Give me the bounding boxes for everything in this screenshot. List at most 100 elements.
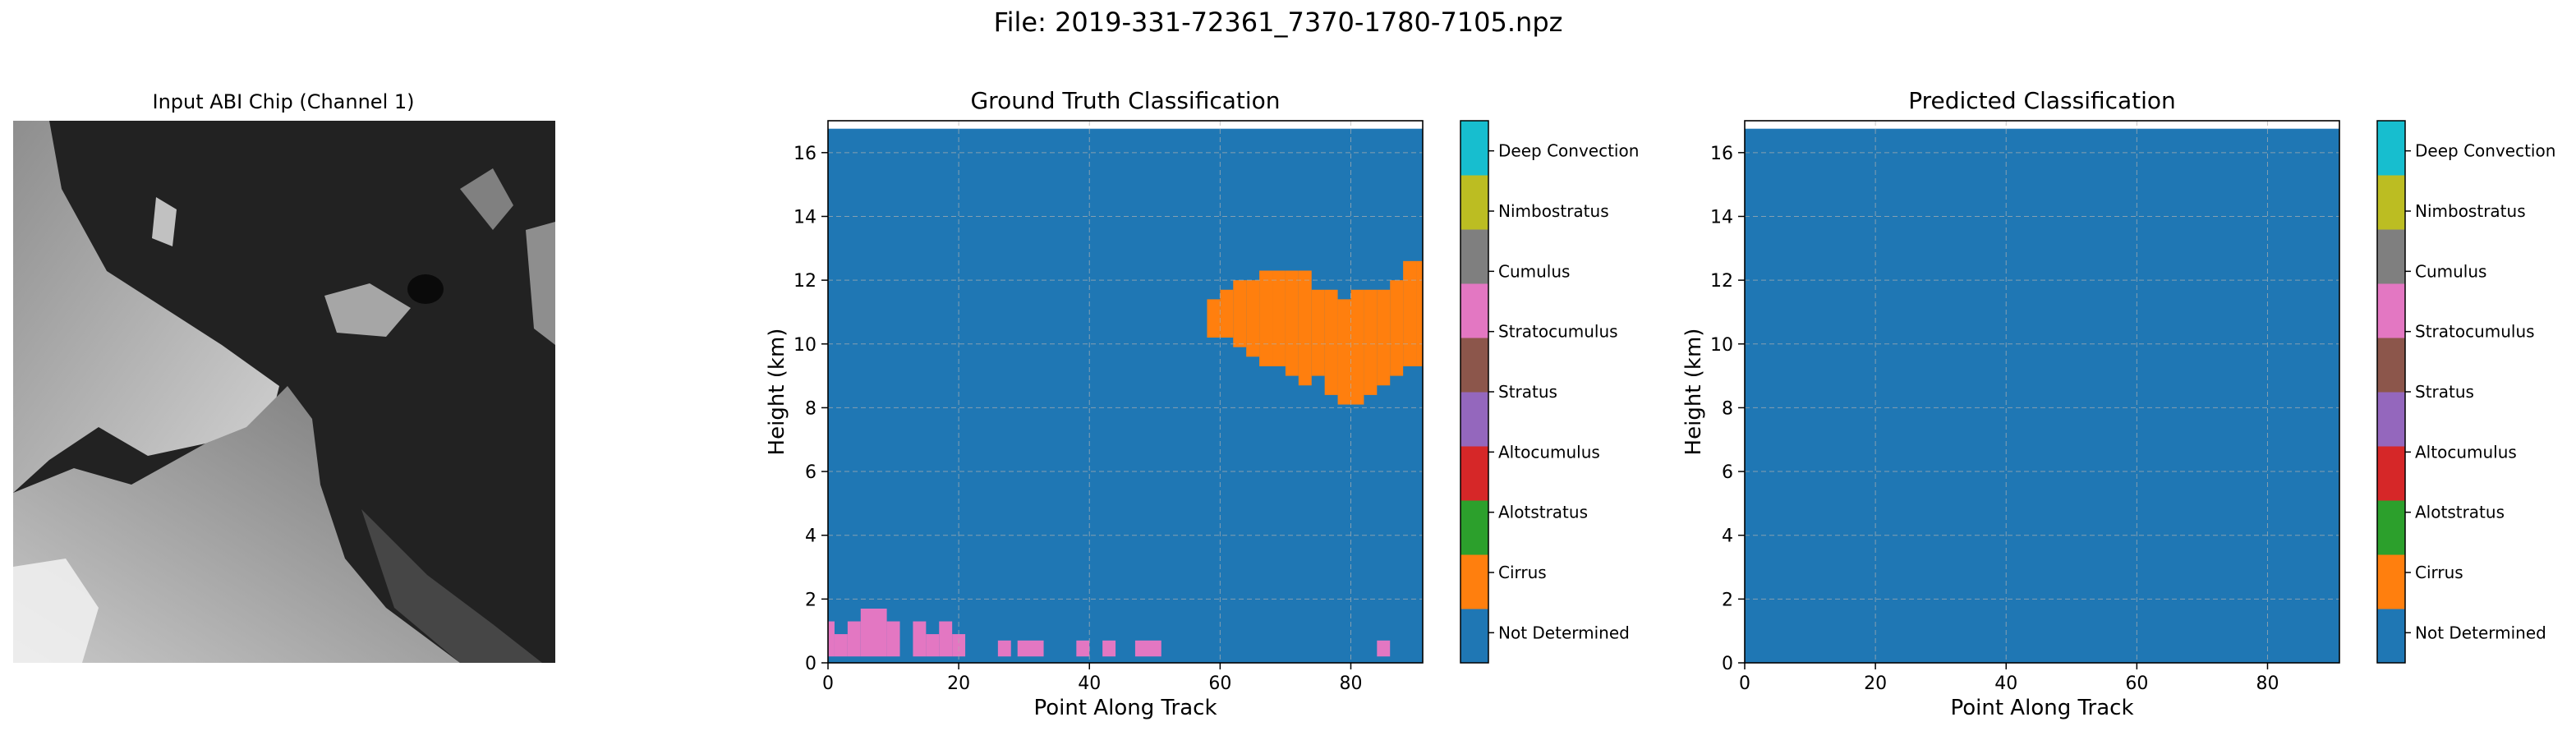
- pred-y-tick-label: 12: [1710, 271, 1733, 292]
- gt-cell-cirrus: [1416, 260, 1423, 366]
- gt-y-tick-label: 12: [794, 271, 816, 292]
- colorbar-tick-label: Stratus: [1498, 382, 1557, 402]
- pred-x-tick-label: 60: [2125, 674, 2148, 694]
- gt-y-tick-label: 6: [805, 462, 816, 483]
- gt-cell-cirrus: [1324, 289, 1338, 395]
- colorbar-segment: [2377, 554, 2405, 609]
- pred-x-tick-label: 80: [2256, 674, 2279, 694]
- pred-y-tick-label: 2: [1722, 590, 1733, 610]
- gt-plot-area: [827, 120, 1424, 664]
- pred-y-tick-label: 0: [1722, 654, 1733, 674]
- colorbar-tick-label: Cirrus: [2415, 563, 2463, 582]
- gt-axes-frame: [827, 120, 1424, 664]
- gt-y-tick-label: 2: [805, 590, 816, 610]
- colorbar-tick-label: Alotstratus: [2415, 503, 2505, 522]
- colorbar-segment: [1460, 175, 1488, 230]
- pred-y-tick-label: 16: [1710, 144, 1733, 164]
- gt-x-tick-label: 20: [947, 674, 970, 694]
- colorbar-segment: [2377, 500, 2405, 555]
- colorbar-tick-label: Not Determined: [2415, 623, 2546, 642]
- gt-cell-cirrus: [1350, 289, 1364, 405]
- gt-y-tick-label: 10: [794, 335, 816, 356]
- gt-cell-cirrus: [1364, 289, 1378, 395]
- gt-cell-cumulus: [828, 621, 835, 657]
- gt-cell-cirrus: [1311, 289, 1325, 376]
- colorbar-tick-label: Deep Convection: [2415, 141, 2555, 161]
- gt-cell-cirrus: [1390, 280, 1404, 376]
- colorbar-tick-label: Alotstratus: [1498, 503, 1588, 522]
- figure-suptitle: File: 2019-331-72361_7370-1780-7105.npz: [994, 7, 1563, 38]
- pred-colorbar: Not Determined Cirrus Alotstratus Altocumul…: [2376, 120, 2555, 664]
- gt-cell-cumulus: [847, 621, 861, 657]
- colorbar-tick-label: Stratocumulus: [1498, 322, 1618, 342]
- gt-x-tick-label: 60: [1208, 674, 1231, 694]
- gt-cell-cumulus: [1102, 640, 1116, 657]
- gt-cell-cumulus: [1017, 640, 1044, 657]
- gt-x-tick-label: 40: [1078, 674, 1101, 694]
- gt-x-tick-label: 80: [1339, 674, 1362, 694]
- colorbar-segment: [1460, 283, 1488, 338]
- gt-y-axis-label: Height (km): [765, 329, 789, 456]
- colorbar-segment: [2377, 229, 2405, 284]
- pred-y-tick-label: 4: [1722, 526, 1733, 547]
- colorbar-tick-label: Stratus: [2415, 382, 2474, 402]
- pred-y-axis-label: Height (km): [1681, 329, 1706, 456]
- gt-cell-cirrus: [1272, 270, 1286, 366]
- gt-cell-cirrus: [1233, 280, 1247, 347]
- colorbar-tick-label: Altocumulus: [1498, 442, 1600, 462]
- gt-chart-title: Ground Truth Classification: [970, 87, 1280, 114]
- gt-colorbar: Not Determined Cirrus Alotstratus Altocumul…: [1460, 120, 1639, 664]
- colorbar-segment: [2377, 609, 2405, 664]
- gt-y-tick-label: 16: [794, 144, 816, 164]
- gt-cell-cumulus: [913, 621, 927, 657]
- gt-cell-cirrus: [1377, 289, 1391, 386]
- gt-cell-cirrus: [1337, 299, 1351, 405]
- colorbar-tick-label: Stratocumulus: [2415, 322, 2535, 342]
- gt-cell-cumulus: [939, 621, 953, 657]
- colorbar-tick-label: Cumulus: [1498, 261, 1570, 281]
- gt-x-axis-label: Point Along Track: [1033, 696, 1217, 720]
- gt-x-tick-label: 0: [822, 674, 834, 694]
- gt-cell-cirrus: [1298, 270, 1312, 386]
- colorbar-segment: [1460, 229, 1488, 284]
- gt-cell-cumulus: [926, 634, 940, 657]
- pred-plot-area: [1744, 120, 2340, 664]
- gt-cell-cumulus: [1134, 640, 1162, 657]
- abi-chip-image: [13, 121, 555, 663]
- colorbar-segment: [1460, 121, 1488, 176]
- colorbar-segment: [2377, 121, 2405, 176]
- gt-cell-cirrus: [1220, 289, 1234, 338]
- predicted-panel: Predicted Classification 0 20 40 60 80 0 2 4 6 8 1…: [1681, 87, 2555, 720]
- colorbar-segment: [2377, 175, 2405, 230]
- colorbar-segment: [2377, 283, 2405, 338]
- pred-y-tick-label: 14: [1710, 207, 1733, 228]
- colorbar-segment: [2377, 338, 2405, 393]
- colorbar-tick-label: Nimbostratus: [2415, 201, 2526, 221]
- gt-cell-cumulus: [860, 609, 887, 657]
- gt-cell-cumulus: [834, 634, 848, 657]
- gt-y-tick-label: 8: [805, 398, 816, 419]
- gt-cell-cirrus: [1285, 270, 1299, 376]
- image-panel-title: Input ABI Chip (Channel 1): [152, 90, 414, 113]
- pred-background-class-region: [1745, 128, 2339, 664]
- colorbar-segment: [1460, 446, 1488, 501]
- pred-x-tick-label: 0: [1739, 674, 1750, 694]
- pred-x-tick-label: 20: [1864, 674, 1887, 694]
- colorbar-tick-label: Deep Convection: [1498, 141, 1639, 161]
- colorbar-tick-label: Not Determined: [1498, 623, 1630, 642]
- colorbar-tick-label: Nimbostratus: [1498, 201, 1609, 221]
- colorbar-segment: [2377, 446, 2405, 501]
- gt-cell-cirrus: [1403, 260, 1417, 366]
- gt-cell-cumulus: [1377, 640, 1391, 657]
- colorbar-tick-label: Cirrus: [1498, 563, 1547, 582]
- colorbar-segment: [1460, 392, 1488, 447]
- gt-cell-cirrus: [1259, 270, 1273, 366]
- gt-cell-cumulus: [1076, 640, 1090, 657]
- gt-y-tick-label: 4: [805, 526, 816, 547]
- colorbar-tick-label: Cumulus: [2415, 261, 2486, 281]
- pred-chart-title: Predicted Classification: [1908, 87, 2176, 114]
- pred-axes-frame: [1744, 120, 2340, 664]
- gt-cell-cumulus: [952, 634, 966, 657]
- colorbar-segment: [1460, 338, 1488, 393]
- pred-y-tick-label: 6: [1722, 462, 1733, 483]
